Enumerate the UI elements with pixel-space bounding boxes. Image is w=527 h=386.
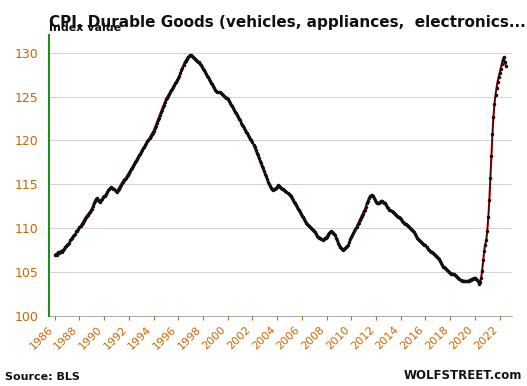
Text: Source: BLS: Source: BLS (5, 372, 80, 382)
Text: Index value: Index value (48, 22, 121, 32)
Text: WOLFSTREET.com: WOLFSTREET.com (403, 369, 522, 382)
Text: CPI, Durable Goods (vehicles, appliances,  electronics...): CPI, Durable Goods (vehicles, appliances… (48, 15, 527, 30)
